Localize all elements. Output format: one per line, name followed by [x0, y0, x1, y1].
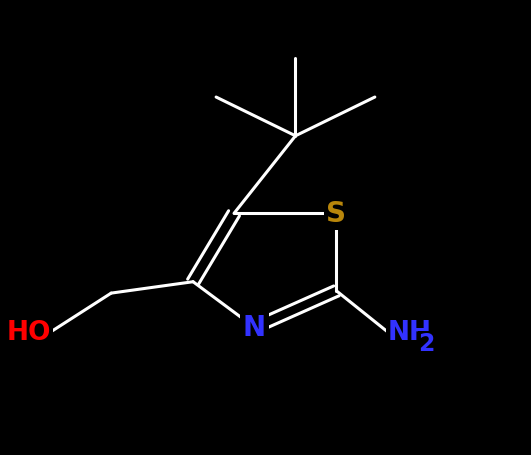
Text: N: N — [243, 313, 266, 342]
Text: S: S — [327, 200, 346, 228]
Text: 2: 2 — [418, 332, 434, 355]
Text: HO: HO — [6, 319, 51, 345]
Text: NH: NH — [388, 319, 432, 345]
